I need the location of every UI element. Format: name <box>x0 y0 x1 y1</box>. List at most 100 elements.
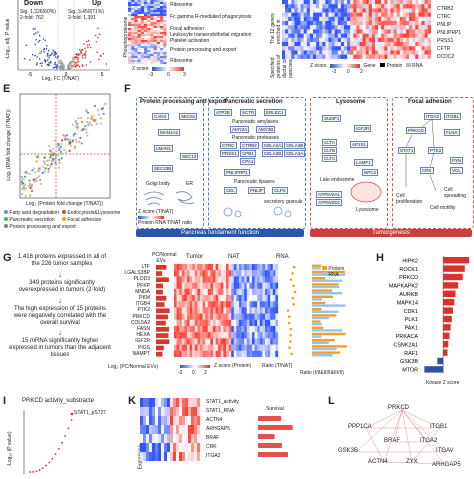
heatmap-cell <box>406 21 410 26</box>
heatmap-cell <box>249 326 253 333</box>
heatmap-cell <box>131 26 135 29</box>
volcano-dot <box>88 44 91 46</box>
heatmap-cell <box>176 416 180 425</box>
heatmap-cell <box>350 50 354 55</box>
heatmap-cell <box>244 307 247 314</box>
panel-label-h: H <box>376 252 384 264</box>
gene-label: MNDA <box>135 288 150 295</box>
heatmap-cell <box>213 264 216 271</box>
heatmap-cell <box>143 434 147 443</box>
volcano-dot <box>74 63 76 66</box>
heatmap-cell <box>375 0 379 5</box>
heatmap-cell <box>427 4 431 9</box>
heatmap-cell <box>191 452 195 461</box>
heatmap-cell <box>427 25 431 30</box>
heatmap-cell <box>137 52 141 55</box>
heatmap-cell <box>418 46 422 51</box>
heatmap-cell <box>197 332 201 339</box>
heatmap-cell <box>170 452 174 461</box>
heatmap-cell <box>412 37 416 43</box>
heatmap-cell <box>192 264 195 271</box>
i-ylabel: -Log₁₀ (P value) <box>7 431 13 467</box>
heatmap-cell <box>322 4 326 9</box>
heatmap-cell <box>244 295 247 302</box>
heatmap-cell <box>131 8 135 11</box>
heatmap-cell <box>184 338 188 345</box>
heatmap-cell <box>344 12 348 17</box>
heatmap-cell <box>192 307 195 314</box>
heatmap-cell <box>322 12 326 17</box>
heatmap-cell <box>137 20 141 23</box>
scatter-dot <box>71 139 74 142</box>
heatmap-cell <box>144 48 148 51</box>
heatmap-cell <box>365 16 369 22</box>
heatmap-cell <box>205 276 208 283</box>
scatter-dot <box>24 187 27 190</box>
heatmap-cell <box>233 288 237 296</box>
heatmap-cell <box>228 282 232 289</box>
gene-tag: SCTR <box>240 109 257 116</box>
heatmap-cell <box>236 301 240 308</box>
volcano-dot <box>73 61 75 63</box>
heatmap-cell <box>160 18 164 21</box>
heatmap-cell <box>215 276 219 283</box>
heatmap-cell <box>406 12 410 17</box>
heatmap-cell <box>381 42 385 47</box>
heatmap-cell <box>194 344 198 351</box>
heatmap-cell <box>262 307 266 314</box>
ev-bar <box>156 271 163 276</box>
heatmap-cell <box>218 282 221 289</box>
volcano-dot <box>80 51 82 53</box>
scatter-dot <box>54 158 57 161</box>
heatmap-cell <box>270 282 273 289</box>
gene-label: LTF <box>141 264 150 270</box>
heatmap-cell <box>150 58 154 61</box>
heatmap-cell <box>421 0 425 5</box>
col-header-rna: RNA <box>276 254 289 260</box>
heatmap-cell <box>185 425 189 434</box>
heatmap-cell <box>399 50 403 55</box>
i-scatter <box>23 410 74 474</box>
g-xlabel-right: Ratio (I/II&III/I&III/II) <box>300 370 344 376</box>
gene-tag: CLTA <box>322 139 337 146</box>
heatmap-cell <box>174 282 177 289</box>
scatter-xlabel: Log₂ (Protein fold change (T/NAT)) <box>26 201 103 207</box>
i-dot <box>57 447 60 450</box>
heatmap-cell <box>309 29 314 34</box>
heatmap-cell <box>194 288 198 296</box>
heatmap-cell <box>297 54 301 59</box>
heatmap-cell <box>137 44 141 47</box>
heatmap-cell <box>368 37 372 43</box>
heatmap-cell <box>300 50 304 55</box>
volcano-dot <box>38 39 41 42</box>
heatmap-cell <box>421 8 425 13</box>
heatmap-cell <box>164 425 168 434</box>
heatmap-cell <box>285 8 289 13</box>
volcano-dot <box>95 41 98 43</box>
survival-bar <box>258 434 275 439</box>
heatmap-cell <box>241 344 245 351</box>
scatter-dot <box>60 157 63 160</box>
heatmap-cell <box>384 8 388 13</box>
heatmap-cell <box>220 301 224 308</box>
ev-bar <box>156 277 169 283</box>
heatmap-cell <box>134 56 138 59</box>
heatmap-cell <box>163 46 167 49</box>
heatmap-cell <box>236 344 240 351</box>
pathway-list: Ribosome Fc gamma R-mediated phagocytosi… <box>170 2 258 64</box>
heatmap-cell <box>163 0 167 3</box>
heatmap-cell <box>160 22 164 25</box>
volcano-dot <box>56 55 59 57</box>
heatmap-cell <box>303 21 307 26</box>
heatmap-cell <box>275 313 279 320</box>
heatmap-cell <box>147 14 151 17</box>
heatmap-cell <box>402 37 407 43</box>
g-xlabel-left: Log₂ (PC/Normal EVs) <box>108 364 159 370</box>
heatmap-cell <box>267 276 271 283</box>
heatmap-cell <box>176 319 180 327</box>
heatmap-cell <box>334 0 338 5</box>
heatmap-cell <box>153 16 157 19</box>
ev-bar <box>156 345 164 351</box>
heatmap-cell <box>252 338 255 345</box>
heatmap-cell <box>294 21 298 26</box>
